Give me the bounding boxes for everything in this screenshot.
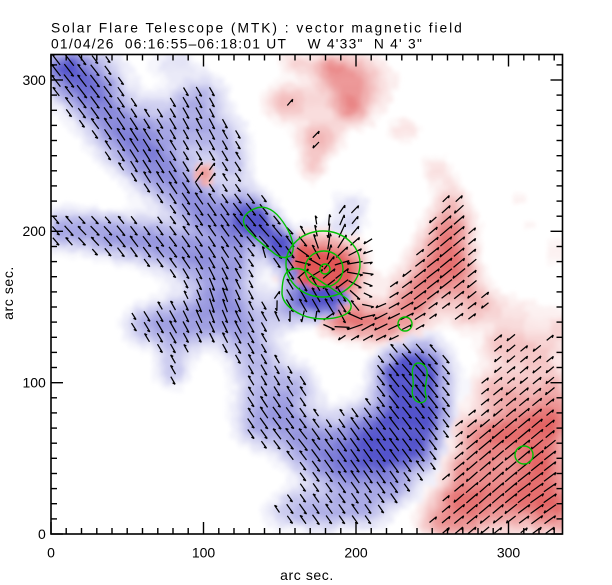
svg-text:200: 200 <box>344 545 368 561</box>
svg-text:01/04/26 06:16:55–06:18:01 UT: 01/04/26 06:16:55–06:18:01 UT W 4'33" N … <box>51 37 423 52</box>
svg-text:300: 300 <box>497 545 521 561</box>
svg-text:0: 0 <box>47 545 55 561</box>
svg-text:100: 100 <box>192 545 216 561</box>
svg-text:arc sec.: arc sec. <box>0 266 16 320</box>
svg-text:Solar Flare Telescope (MTK) :: Solar Flare Telescope (MTK) : vector mag… <box>51 21 464 36</box>
svg-text:arc sec.: arc sec. <box>280 567 334 583</box>
svg-text:0: 0 <box>38 526 46 542</box>
svg-text:100: 100 <box>22 375 46 391</box>
svg-text:300: 300 <box>22 72 46 88</box>
svg-text:200: 200 <box>22 223 46 239</box>
